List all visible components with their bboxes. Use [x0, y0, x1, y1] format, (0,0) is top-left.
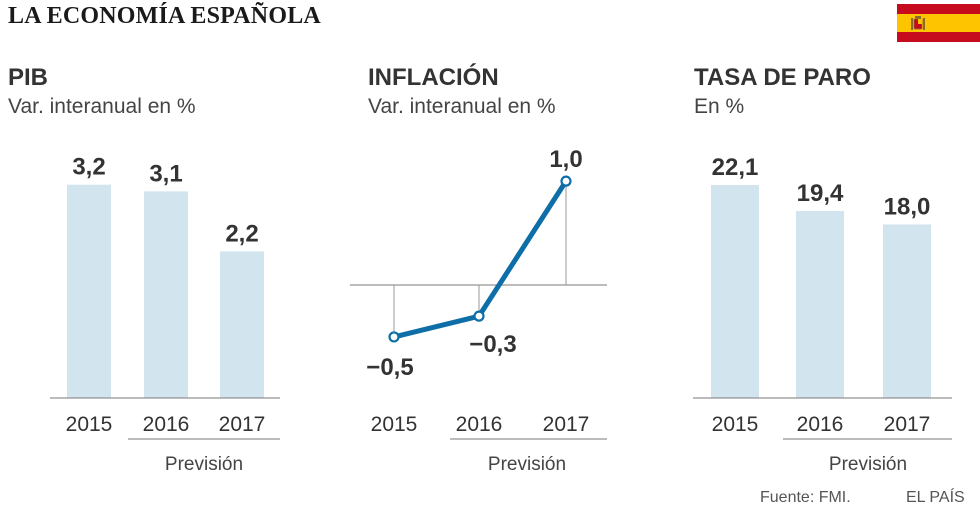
- flag-stripe-top: [897, 4, 980, 14]
- paro-bar-2015: [711, 184, 759, 398]
- inflacion-point-2017: [560, 175, 572, 187]
- flag-stripe-bottom: [897, 32, 980, 42]
- pib-bar-2017: [220, 251, 264, 398]
- inflacion-tick-label-2016: 2016: [456, 413, 503, 436]
- inflacion-tick-label-2015: 2015: [371, 413, 418, 436]
- panel-title-pib: PIB: [8, 64, 49, 91]
- inflacion-value-label-2017: 1,0: [549, 146, 582, 173]
- pib-value-label-2016: 3,1: [149, 160, 182, 187]
- paro-value-label-2016: 19,4: [797, 180, 844, 207]
- inflacion-point-2016: [473, 310, 485, 322]
- pib-value-label-2017: 2,2: [225, 220, 258, 247]
- paro-forecast-label: Previsión: [829, 454, 907, 475]
- pib-tick-label-2016: 2016: [143, 413, 190, 436]
- pib-forecast-label: Previsión: [165, 454, 243, 475]
- pib-bar-2015: [67, 184, 111, 398]
- panel-subtitle-inflacion: Var. interanual en %: [368, 95, 556, 118]
- inflacion-forecast-label: Previsión: [488, 454, 566, 475]
- spain-flag-icon: [897, 4, 980, 42]
- inflacion-value-label-2015: −0,5: [366, 354, 413, 381]
- panel-title-paro: TASA DE PARO: [694, 64, 871, 91]
- paro-bar-2016: [796, 211, 844, 398]
- inflacion-point-2015: [388, 331, 400, 343]
- paro-tick-label-2015: 2015: [712, 413, 759, 436]
- pib-tick-label-2017: 2017: [219, 413, 266, 436]
- pib-tick-label-2015: 2015: [66, 413, 113, 436]
- paro-tick-label-2017: 2017: [884, 413, 931, 436]
- paro-value-label-2017: 18,0: [884, 194, 931, 221]
- panel-title-inflacion: INFLACIÓN: [368, 64, 499, 91]
- pib-bar-2016: [144, 191, 188, 398]
- inflacion-value-label-2016: −0,3: [469, 331, 516, 358]
- source-note: Fuente: FMI.: [760, 489, 851, 506]
- panel-subtitle-paro: En %: [694, 95, 745, 118]
- pib-value-label-2015: 3,2: [72, 154, 105, 181]
- paro-bar-2017: [883, 224, 931, 398]
- flag-coat-of-arms: [911, 16, 925, 30]
- inflacion-tick-label-2017: 2017: [543, 413, 590, 436]
- main-title: LA ECONOMÍA ESPAÑOLA: [8, 3, 321, 29]
- panel-subtitle-pib: Var. interanual en %: [8, 95, 196, 118]
- paro-tick-label-2016: 2016: [797, 413, 844, 436]
- brand-label: EL PAÍS: [906, 489, 965, 506]
- paro-value-label-2015: 22,1: [712, 154, 759, 181]
